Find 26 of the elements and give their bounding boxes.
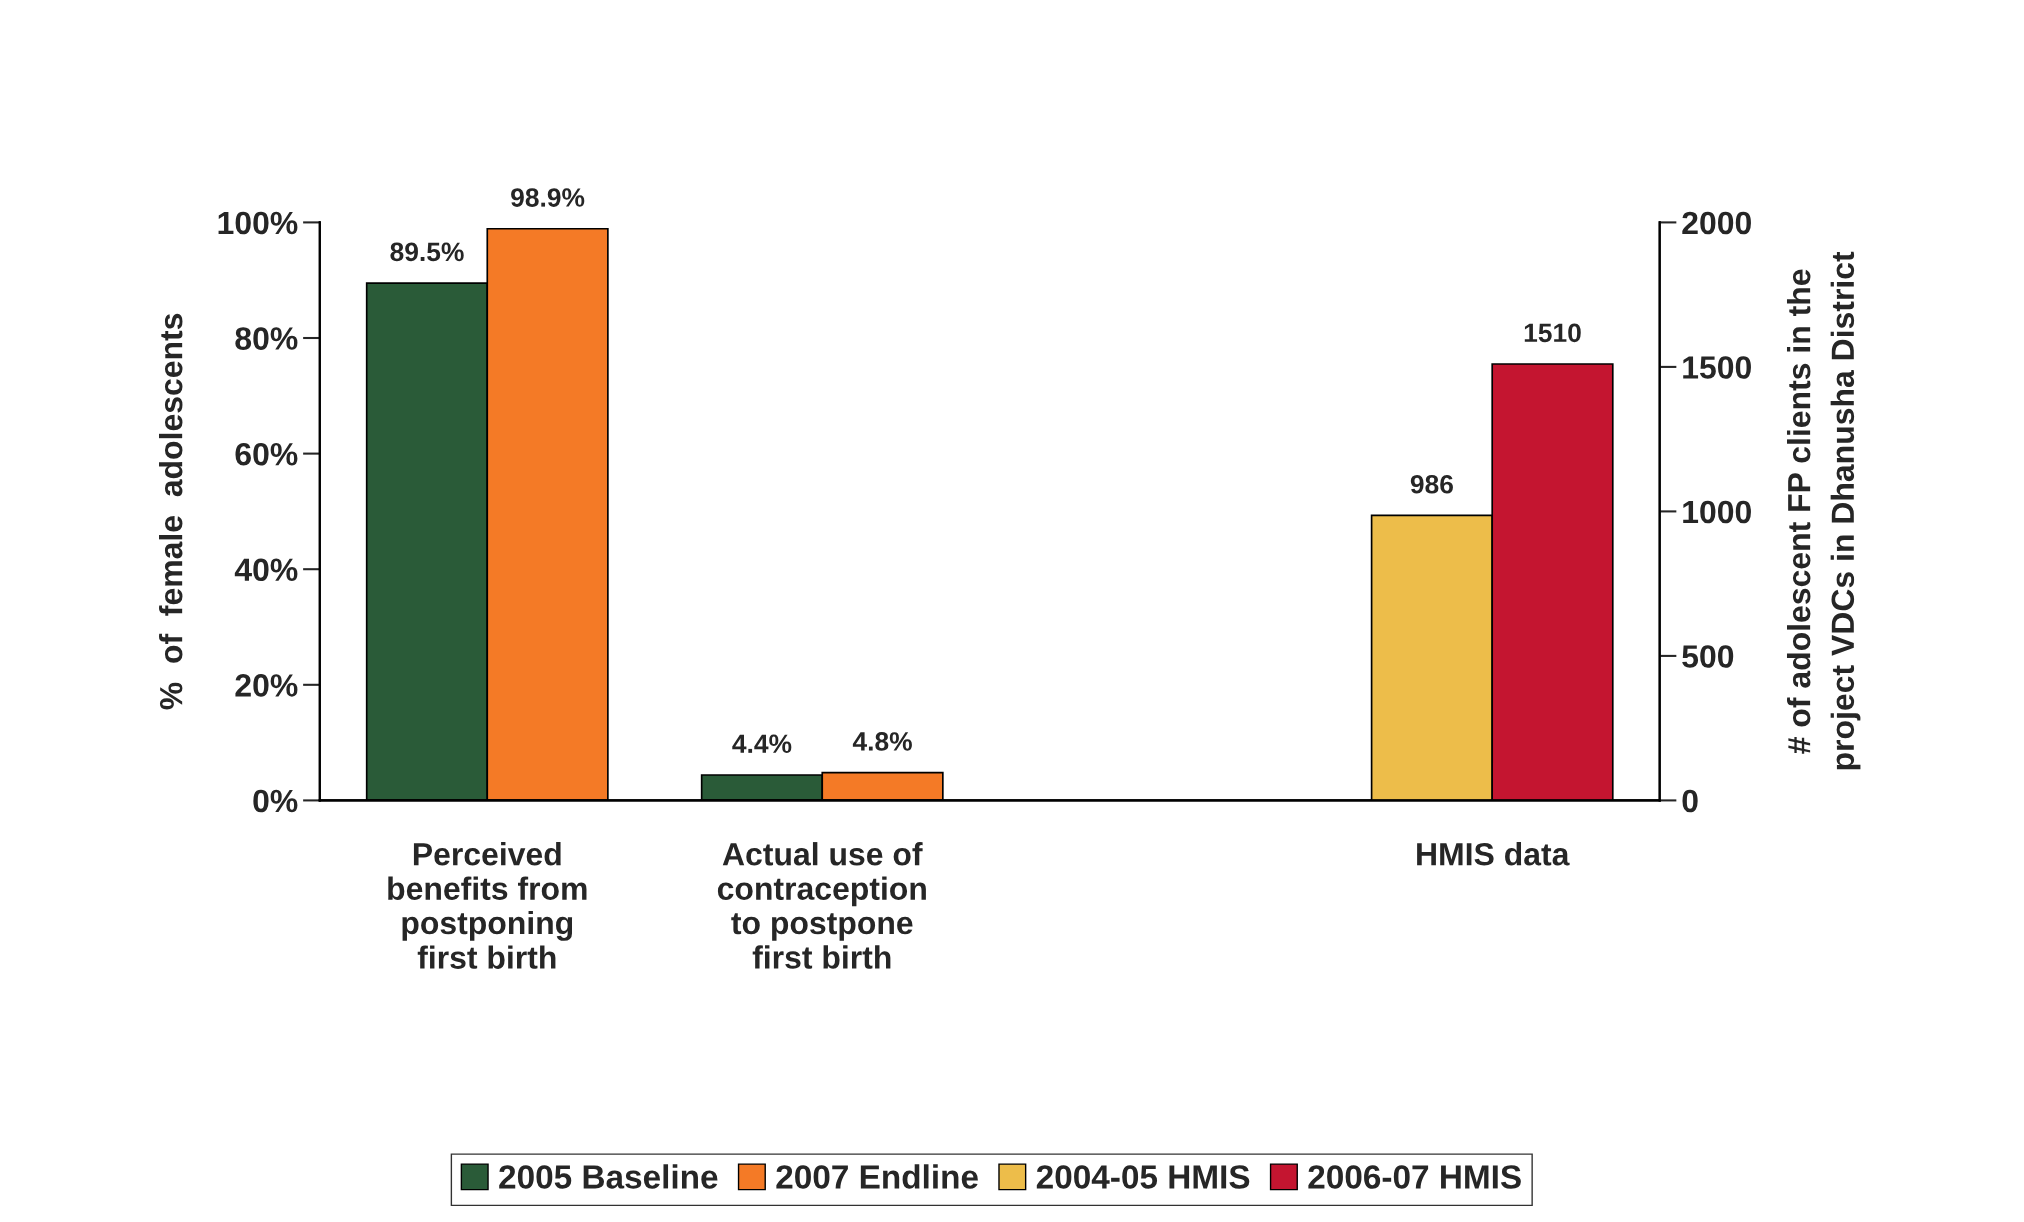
y-tick-label: 80% (235, 327, 298, 350)
data-label: 89.5% (390, 242, 464, 262)
y2-tick-label: 500 (1682, 645, 1734, 668)
data-label: 98.9% (511, 188, 585, 207)
x-tick-label: Perceived benefits from postponing first birth (388, 842, 587, 969)
x-tick-label: Actual use of contraception to postpone first birth (717, 842, 926, 969)
y2-tick-label: 0 (1682, 789, 1698, 813)
data-label: 4.8% (852, 732, 912, 751)
y-tick-label: 100% (218, 211, 298, 235)
y-axis-title: % of female adolescents (159, 313, 183, 710)
y-tick-label: 40% (234, 558, 298, 582)
y2-tick-label: 2000 (1682, 211, 1751, 235)
data-label: 986 (1410, 474, 1453, 494)
y2-tick-label: 1000 (1683, 500, 1751, 524)
y-tick-label: 20% (235, 674, 298, 697)
y2-axis-title: # of adolescent FP clients in the project VDCs in Dhanusha District (1786, 251, 1861, 770)
x-tick-label: HMIS data (1417, 842, 1570, 866)
data-label: 1510 (1524, 323, 1581, 343)
legend-label: 2007 Endline (776, 1164, 978, 1189)
y-tick-label: 60% (235, 442, 298, 466)
legend-label: 2006-07 HMIS (1308, 1165, 1521, 1189)
legend-label: 2004-05 HMIS (1036, 1165, 1250, 1189)
y2-tick-label: 1500 (1683, 356, 1751, 379)
data-label: 4.4% (732, 734, 792, 754)
y-tick-label: 0% (253, 789, 298, 813)
legend-label: 2005 Baseline (499, 1164, 718, 1189)
